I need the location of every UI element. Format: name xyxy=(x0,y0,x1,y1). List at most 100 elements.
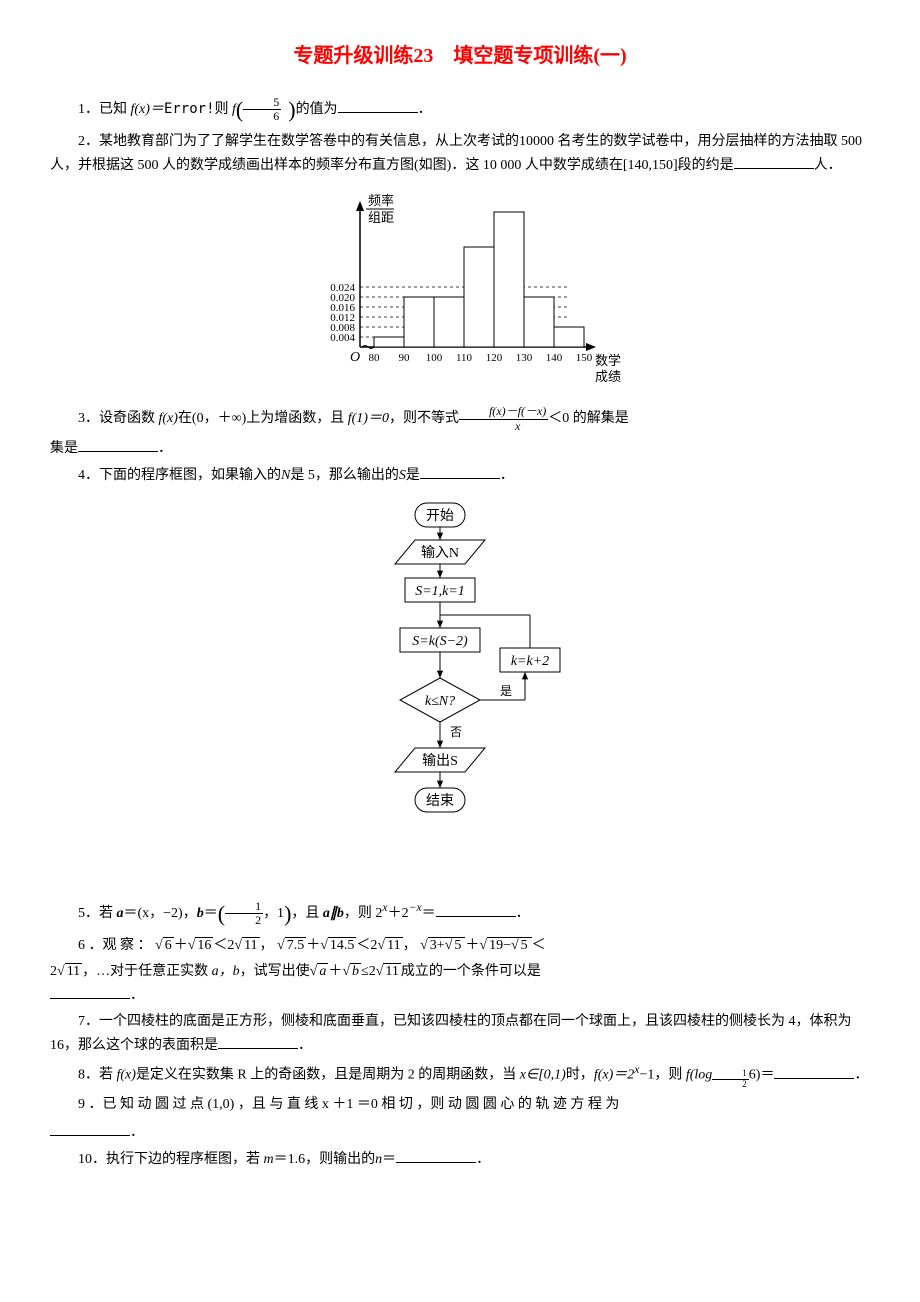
q9-period: ． xyxy=(130,1125,144,1140)
svg-text:120: 120 xyxy=(486,352,503,364)
radic-icon: √ xyxy=(320,938,328,953)
svg-text:否: 否 xyxy=(450,725,462,739)
q4-S: S xyxy=(399,468,406,483)
q5-b: b xyxy=(197,906,204,921)
q4-N: N xyxy=(281,468,290,483)
svg-text:开始: 开始 xyxy=(426,508,454,524)
svg-text:150: 150 xyxy=(576,352,593,364)
answer-blank[interactable] xyxy=(218,1034,298,1049)
flowchart: 开始输入NS=1,k=1S=k(S−2)k≤N?是k=k+2否输出S结束 xyxy=(50,498,870,886)
q8-logbase: 12 xyxy=(712,1073,749,1086)
q6-mid: ，…对于任意正实数 xyxy=(82,964,212,979)
lparen: ( xyxy=(218,901,225,926)
q5-mid: ，且 xyxy=(291,906,323,921)
answer-blank[interactable] xyxy=(734,154,814,169)
q10-m: m xyxy=(264,1152,274,1167)
svg-text:数学: 数学 xyxy=(595,353,621,368)
q8-minus1: −1，则 xyxy=(639,1068,685,1083)
q6-sa: a xyxy=(317,963,328,979)
q6-try: ，试写出使 xyxy=(240,964,310,979)
lparen: ( xyxy=(236,97,243,122)
histogram-svg: 频率组距0.0040.0080.0120.0160.0200.024809010… xyxy=(290,187,630,387)
svg-text:S=k(S−2): S=k(S−2) xyxy=(412,634,468,649)
q8-fxeq: f(x)＝2 xyxy=(594,1068,634,1083)
q1-post: 的值为 xyxy=(296,102,338,117)
answer-blank[interactable] xyxy=(50,984,130,999)
radic-icon: √ xyxy=(511,938,519,953)
question-4: 4．下面的程序框图，如果输入的N是 5，那么输出的S是． xyxy=(50,464,870,487)
radic-icon: √ xyxy=(277,938,285,953)
question-5: 5．若 a＝(x，−2)，b＝(12，1)，且 a∥b，则 2x＋2−x＝． xyxy=(50,896,870,931)
q1-frac: 56 xyxy=(243,96,281,123)
question-9: 9 ．已 知 动 圆 过 点 (1,0) ，且 与 直 线 x ＋1 ＝0 相 … xyxy=(50,1094,870,1116)
q8-pre: 8．若 xyxy=(78,1068,117,1083)
q1-pre: 1．已知 xyxy=(78,102,131,117)
q4-text: 4．下面的程序框图，如果输入的 xyxy=(78,468,281,483)
q6-e3a: 3+ xyxy=(430,938,445,953)
q8-mid: 是定义在实数集 R 上的奇函数，且是周期为 2 的周期函数，当 xyxy=(136,1068,520,1083)
q1-period: ． xyxy=(418,102,432,117)
q1-err: Error! xyxy=(164,101,215,117)
q3-mid2: ，则不等式 xyxy=(389,411,459,426)
answer-blank[interactable] xyxy=(338,98,418,113)
q8-when: 时， xyxy=(566,1068,594,1083)
q10-pre: 10．执行下边的程序框图，若 xyxy=(78,1152,264,1167)
q5-pre: 5．若 xyxy=(78,906,117,921)
question-3: 3．设奇函数 f(x)在(0，＋∞)上为增函数，且 f(1)＝0，则不等式f(x… xyxy=(50,405,870,432)
radic-icon: √ xyxy=(479,938,487,953)
q3-line2: 集是． xyxy=(50,437,870,460)
q5-eq2: ＝ xyxy=(204,906,218,921)
q1-fx: f(x)＝ xyxy=(131,102,164,117)
radic-icon: √ xyxy=(155,938,163,953)
q6-e1a: 6 xyxy=(163,937,174,953)
q5-eq1: ＝(x，−2)， xyxy=(124,906,197,921)
q5-plus: ＋2 xyxy=(388,906,409,921)
svg-text:O: O xyxy=(350,350,360,365)
q6-e2c: 11 xyxy=(385,937,402,953)
q8-logarg: 6)＝ xyxy=(749,1068,775,1083)
q6-post: 成立的一个条件可以是 xyxy=(401,964,541,979)
svg-text:成绩: 成绩 xyxy=(595,369,621,384)
question-10: 10．执行下边的程序框图，若 m＝1.6，则输出的n＝． xyxy=(50,1148,870,1171)
q6-lt1: ＜2 xyxy=(213,938,234,953)
svg-text:频率: 频率 xyxy=(368,193,394,208)
answer-blank[interactable] xyxy=(436,902,516,917)
q6-e3c: 11 xyxy=(65,963,82,979)
svg-text:k=k+2: k=k+2 xyxy=(511,654,549,669)
q5-period: ． xyxy=(516,906,530,921)
svg-text:110: 110 xyxy=(456,352,473,364)
q3-f1: f(1)＝0 xyxy=(348,411,389,426)
answer-blank[interactable] xyxy=(396,1148,476,1163)
q5-num: 1 xyxy=(225,900,263,914)
answer-blank[interactable] xyxy=(420,464,500,479)
q6-sb: b xyxy=(350,963,361,979)
q6-e3aa: 5 xyxy=(452,937,463,953)
q1-num: 5 xyxy=(243,96,281,110)
q6-e3a-wrap: 3+√5 xyxy=(428,937,466,953)
q5-frac: 12 xyxy=(225,900,263,927)
q6-sc: 11 xyxy=(383,963,400,979)
answer-blank[interactable] xyxy=(78,437,158,452)
q7-text: 7．一个四棱柱的底面是正方形，侧棱和底面垂直，已知该四棱柱的顶点都在同一个球面上… xyxy=(50,1014,852,1052)
radic-icon: √ xyxy=(420,938,428,953)
q4-is: 是 xyxy=(406,468,420,483)
q9-text: 9 ．已 知 动 圆 过 点 (1,0) ，且 与 直 线 x ＋1 ＝0 相 … xyxy=(78,1097,619,1112)
svg-text:100: 100 xyxy=(426,352,443,364)
q6-ab: a，b xyxy=(212,964,240,979)
svg-text:k≤N?: k≤N? xyxy=(425,694,455,709)
q3-num: f(x)－f(－x) xyxy=(459,405,548,419)
q8-flog: f(log xyxy=(686,1068,712,1083)
q8-lb-den: 2 xyxy=(712,1080,749,1090)
q3-lt: ＜0 的解集是 xyxy=(548,411,629,426)
q5-equals: ＝ xyxy=(422,906,436,921)
q6-e2b: 14.5 xyxy=(328,937,357,953)
q6-pre: 6 ．观 察 ： xyxy=(78,938,152,953)
svg-text:S=1,k=1: S=1,k=1 xyxy=(415,584,465,599)
q5-den: 2 xyxy=(225,914,263,927)
q10-period: ． xyxy=(476,1152,490,1167)
q5-comma: ，1 xyxy=(263,906,284,921)
answer-blank[interactable] xyxy=(50,1121,130,1136)
page-title: 专题升级训练23 填空题专项训练(一) xyxy=(50,40,870,72)
question-6: 6 ．观 察 ： √6＋√16＜2√11， √7.5＋√14.5＜2√11， √… xyxy=(50,935,870,957)
answer-blank[interactable] xyxy=(774,1064,854,1079)
